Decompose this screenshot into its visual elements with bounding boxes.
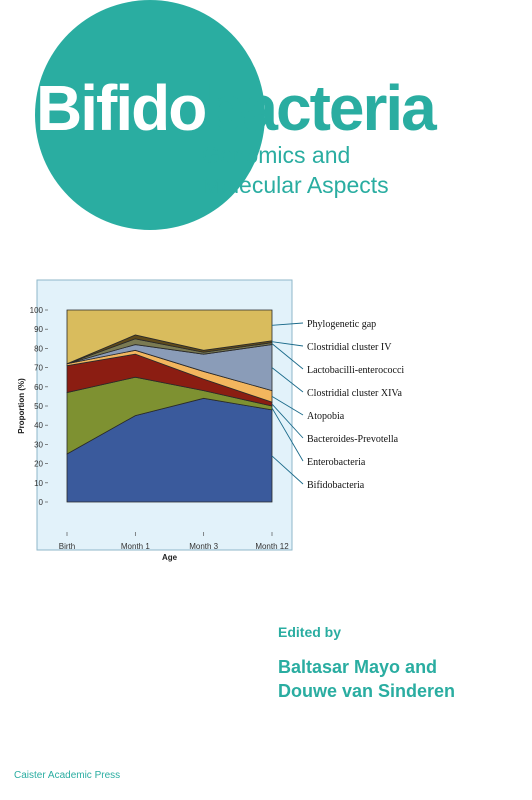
subtitle-line-2: Molecular Aspects: [202, 172, 389, 198]
legend-leader-line: [271, 322, 304, 326]
y-axis-label: Proportion (%): [17, 378, 26, 434]
legend-entry: Phylogenetic gap: [307, 319, 376, 330]
title-part-1: Bifido: [36, 72, 207, 144]
area-phylogenetic-gap: [66, 309, 273, 365]
y-tick-label: 50: [34, 402, 43, 411]
subtitle-line-1: Genomics and: [202, 142, 351, 168]
editor-2: Douwe van Sinderen: [278, 681, 456, 701]
y-tick-label: 90: [34, 325, 43, 334]
x-tick-label: Birth: [59, 542, 75, 551]
editor-1: Baltasar Mayo and: [278, 657, 438, 677]
legend-leader-line: [271, 396, 304, 416]
legend-entry: Clostridial cluster XIVa: [307, 388, 403, 399]
y-tick-label: 100: [30, 306, 44, 315]
x-tick-label: Month 12: [255, 542, 289, 551]
book-subtitle: Genomics and Molecular Aspects: [202, 140, 502, 200]
title-part-2: bacteria: [205, 72, 436, 144]
legend-entry: Bacteroides-Prevotella: [307, 434, 399, 445]
legend-entry: Bifidobacteria: [307, 480, 365, 491]
y-tick-label: 60: [34, 383, 43, 392]
legend-leader-line: [271, 407, 304, 462]
legend-leader-line: [271, 403, 304, 439]
legend-leader-line: [271, 343, 304, 370]
legend-leader-line: [271, 367, 304, 393]
x-tick-label: Month 1: [121, 542, 150, 551]
publisher: Caister Academic Press: [14, 770, 121, 781]
legend-entry: Clostridial cluster IV: [307, 342, 392, 353]
area-chart: 0 10 20 30 40 50 60 70 80 90 100 Proportion (%) Bir…: [17, 279, 404, 562]
y-tick-label: 70: [34, 364, 43, 373]
y-tick-label: 30: [34, 440, 43, 449]
editors: Baltasar Mayo and Douwe van Sinderen: [278, 655, 455, 703]
edited-by: Edited by: [278, 624, 342, 640]
y-tick-label: 0: [39, 498, 44, 507]
legend-entry: Atopobia: [307, 411, 345, 422]
y-tick-label: 20: [34, 460, 43, 469]
y-tick-label: 10: [34, 479, 43, 488]
legend-leader-line: [271, 341, 304, 347]
y-tick-label: 40: [34, 421, 43, 430]
title-circle: [35, 0, 265, 230]
book-title: Bifidobacteria: [36, 68, 437, 148]
legend-entry: Enterobacteria: [307, 457, 366, 468]
x-tick-label: Month 3: [189, 542, 218, 551]
legend-leader-line: [271, 455, 304, 485]
x-axis-label: Age: [162, 553, 178, 562]
legend-entry: Lactobacilli-enterococci: [307, 365, 404, 376]
y-tick-label: 80: [34, 344, 43, 353]
